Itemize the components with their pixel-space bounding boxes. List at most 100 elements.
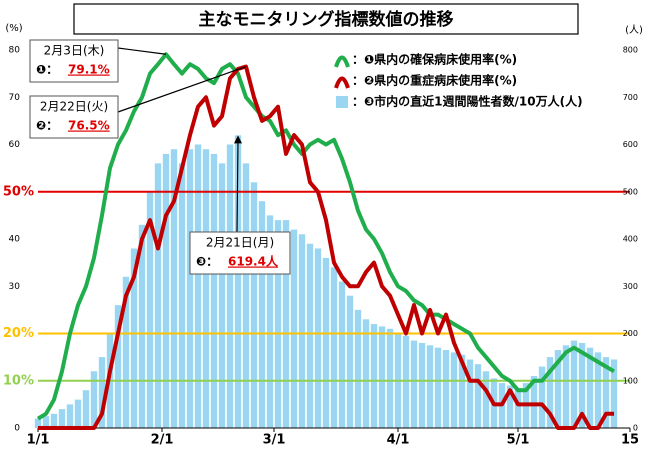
annotation-marker: ❷： bbox=[36, 119, 58, 133]
annotation-connector bbox=[117, 65, 247, 113]
bar bbox=[74, 399, 82, 428]
y-tick-label: 60 bbox=[9, 140, 21, 150]
bar bbox=[290, 229, 298, 428]
y2-tick-label: 400 bbox=[623, 235, 638, 244]
bar bbox=[170, 149, 178, 428]
title-box bbox=[73, 3, 579, 35]
bar bbox=[458, 354, 466, 428]
bar bbox=[426, 345, 434, 428]
annotation-marker: ❸： bbox=[196, 255, 218, 269]
bar bbox=[242, 163, 250, 428]
bar bbox=[554, 350, 562, 428]
bar bbox=[98, 357, 106, 428]
bar bbox=[58, 409, 66, 428]
y-tick-label: 20% bbox=[3, 326, 34, 341]
y2-tick-label: 100 bbox=[623, 376, 638, 385]
annotation-value: 619.4人 bbox=[228, 254, 279, 269]
y-tick-label: 0 bbox=[14, 424, 20, 434]
bar bbox=[562, 345, 570, 428]
bar bbox=[210, 153, 218, 428]
x-tick-label: 5/1 bbox=[507, 433, 530, 448]
legend-symbol bbox=[336, 96, 348, 108]
chart-title: 主なモニタリング指標数値の推移 bbox=[199, 9, 454, 30]
bar bbox=[410, 340, 418, 428]
bar bbox=[250, 182, 258, 428]
annotation-value: 76.5% bbox=[68, 119, 110, 133]
bar bbox=[530, 376, 538, 428]
y2-tick-label: 800 bbox=[623, 46, 638, 55]
y-tick-label: 50% bbox=[3, 184, 34, 199]
bar bbox=[90, 371, 98, 428]
bar bbox=[226, 144, 234, 428]
bar bbox=[82, 390, 90, 428]
bar bbox=[146, 191, 154, 428]
bar bbox=[162, 153, 170, 428]
bar bbox=[578, 342, 586, 428]
annotation-box bbox=[189, 231, 291, 275]
bar bbox=[130, 248, 138, 428]
bar bbox=[330, 267, 338, 428]
bar bbox=[402, 335, 410, 428]
bar bbox=[418, 342, 426, 428]
x-tick-label: 4/1 bbox=[387, 433, 410, 448]
y2-tick-label: 700 bbox=[623, 93, 638, 102]
bar bbox=[314, 248, 322, 428]
bar bbox=[586, 347, 594, 428]
y2-tick-label: 500 bbox=[623, 187, 638, 196]
bar bbox=[194, 144, 202, 428]
y2-tick-label: 0 bbox=[633, 424, 638, 433]
bar bbox=[258, 201, 266, 428]
line bbox=[36, 52, 616, 421]
bar bbox=[354, 309, 362, 428]
legend-label: ：❶県内の確保病床使用率(%) bbox=[352, 52, 517, 67]
bar bbox=[434, 347, 442, 428]
annotation-date: 2月21日(月) bbox=[206, 236, 274, 250]
bar bbox=[602, 357, 610, 428]
bar bbox=[66, 404, 74, 428]
annotation-box bbox=[29, 39, 119, 83]
bar bbox=[346, 295, 354, 428]
bar bbox=[202, 149, 210, 428]
annotation-connector bbox=[117, 47, 167, 55]
bar bbox=[178, 163, 186, 428]
y-tick-label: 30 bbox=[9, 282, 21, 292]
x-tick-label: 1/1 bbox=[27, 433, 50, 448]
legend-symbol bbox=[334, 76, 350, 89]
bar bbox=[466, 359, 474, 428]
y-tick-label: 40 bbox=[9, 235, 21, 245]
x-tick-label: 2/1 bbox=[151, 433, 174, 448]
annotations: ：❶県内の確保病床使用率(%) ：❷県内の重症病床使用率(%) ：❸市内の直近1週間… bbox=[29, 39, 583, 275]
bar bbox=[362, 319, 370, 428]
y2-tick-label: 600 bbox=[623, 140, 638, 149]
annotation-value: 79.1% bbox=[68, 63, 110, 77]
bar bbox=[594, 352, 602, 428]
bar bbox=[122, 276, 130, 428]
bar bbox=[114, 305, 122, 428]
bar bbox=[34, 418, 42, 428]
bar bbox=[322, 257, 330, 428]
bar bbox=[154, 163, 162, 428]
bar bbox=[370, 324, 378, 428]
legend-label: ：❷県内の重症病床使用率(%) bbox=[352, 73, 517, 88]
bar bbox=[186, 149, 194, 428]
y-axis-label: (%) bbox=[5, 23, 22, 34]
bar bbox=[610, 359, 618, 428]
bar bbox=[282, 220, 290, 428]
bar bbox=[546, 357, 554, 428]
x-tick-label: 15 bbox=[621, 433, 639, 448]
arrow-head bbox=[234, 135, 242, 144]
legend-label: ：❸市内の直近1週間陽性者数/10万人(人) bbox=[352, 94, 583, 109]
annotation-connector bbox=[236, 141, 239, 233]
plot-area: 010%20%304050%60708001002003004005006007… bbox=[3, 46, 639, 448]
annotation-marker: ❶： bbox=[36, 63, 58, 77]
bar bbox=[378, 326, 386, 428]
bar bbox=[514, 387, 522, 428]
bar bbox=[274, 220, 282, 428]
bar bbox=[570, 340, 578, 428]
bar bbox=[266, 215, 274, 428]
annotation-date: 2月3日(木) bbox=[44, 44, 105, 58]
bar bbox=[234, 135, 242, 428]
bar bbox=[50, 413, 58, 428]
bar bbox=[138, 224, 146, 428]
